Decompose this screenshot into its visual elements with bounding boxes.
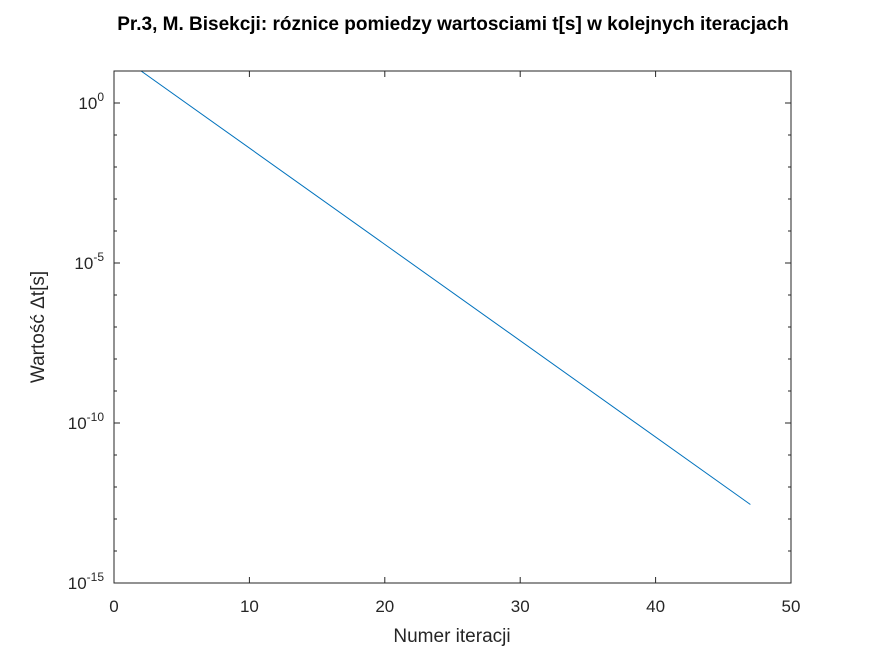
x-tick-label: 50 — [782, 597, 801, 616]
series-line-0 — [140, 71, 751, 505]
y-tick-label: 10-10 — [68, 410, 105, 433]
x-tick-label: 20 — [375, 597, 394, 616]
x-tick-label: 40 — [646, 597, 665, 616]
line-layer — [140, 71, 751, 505]
y-axis-label: Wartość Δt[s] — [28, 271, 49, 383]
x-axis-label: Numer iteracji — [393, 626, 510, 647]
axes-box — [113, 70, 792, 584]
x-tick-label: 0 — [109, 597, 118, 616]
y-tick-label: 10-5 — [74, 250, 104, 273]
y-tick-label: 10-15 — [68, 570, 105, 593]
x-tick-label: 10 — [240, 597, 259, 616]
chart-title: Pr.3, M. Bisekcji: róznice pomiedzy wart… — [117, 14, 789, 35]
y-tick-label: 100 — [78, 90, 104, 113]
x-tick-label: 30 — [511, 597, 530, 616]
plot-area — [114, 71, 791, 583]
